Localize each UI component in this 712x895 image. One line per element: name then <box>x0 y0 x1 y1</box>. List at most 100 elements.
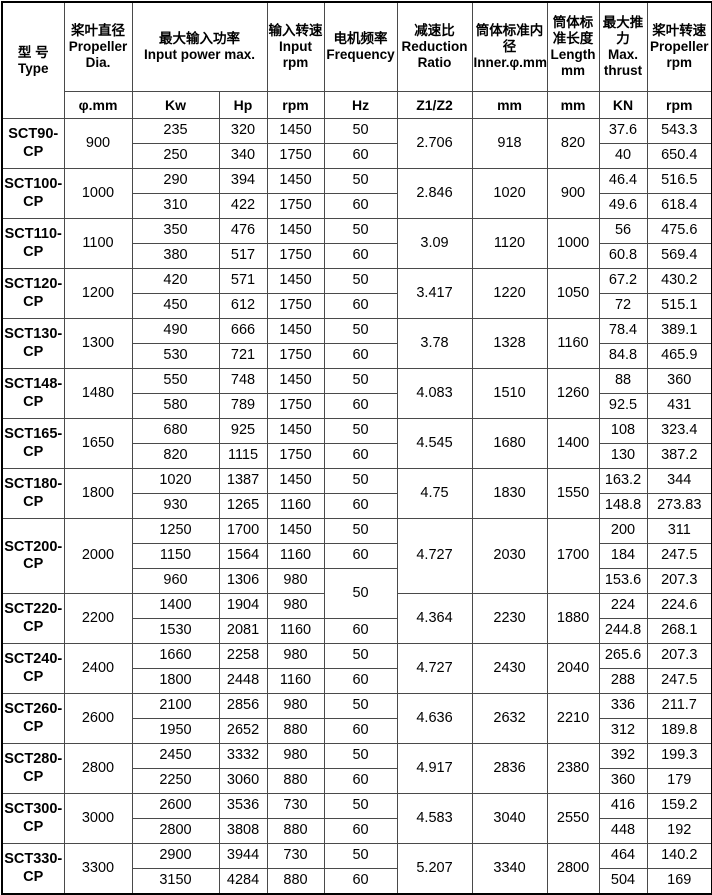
cell-input-rpm: 880 <box>266 768 325 794</box>
table-row: SCT260-CP 2600 2100 2856 980 50 4.636 2632 2210 3… <box>1 693 712 744</box>
cell-propeller-rpm: 430.2 <box>646 268 712 294</box>
table-row: SCT165-CP 1650 680 925 1450 50 4.545 1680 1400 10… <box>1 418 712 469</box>
cell-input-rpm: 880 <box>266 818 325 844</box>
cell-reduction-ratio: 3.09 <box>396 218 473 269</box>
cell-kw: 2600 <box>131 793 220 819</box>
cell-max-thrust: 312 <box>598 718 648 744</box>
table-row: SCT280-CP 2800 2450 3332 980 50 4.917 2836 2380 3… <box>1 743 712 794</box>
cell-propeller-dia: 2000 <box>63 518 133 594</box>
cell-propeller-rpm: 475.6 <box>646 218 712 244</box>
table-row: 2800 3808 880 60 448 192 <box>2 818 712 844</box>
cell-max-thrust: 448 <box>598 818 648 844</box>
header-propeller-dia-en: Propeller Dia. <box>68 39 128 70</box>
cell-propeller-rpm: 387.2 <box>646 443 712 469</box>
unit-ratio: Z1/Z2 <box>396 91 473 119</box>
cell-input-rpm: 730 <box>266 843 325 869</box>
table-header: 型 号 Type 桨叶直径 Propeller Dia. 最大输入功率 Inpu… <box>1 1 712 119</box>
cell-length: 1550 <box>546 468 600 519</box>
cell-type-sct120-cp: SCT120-CP <box>1 268 65 319</box>
cell-propeller-rpm: 569.4 <box>646 243 712 269</box>
cell-type-sct100-cp: SCT100-CP <box>1 168 65 219</box>
cell-propeller-dia: 1650 <box>63 418 133 469</box>
table-row: SCT200-CP 2000 1250 1700 1450 50 4.727 2030 1700… <box>1 518 712 594</box>
header-inner-dia: 筒体标准内径 Inner.φ.mm <box>471 1 548 92</box>
cell-hp: 3332 <box>218 743 268 769</box>
table-row: 310 422 1750 60 49.6 618.4 <box>2 193 712 219</box>
cell-reduction-ratio: 3.78 <box>396 318 473 369</box>
header-reduction-ratio-en: Reduction Ratio <box>401 39 468 70</box>
cell-max-thrust: 92.5 <box>598 393 648 419</box>
cell-max-thrust: 200 <box>598 518 648 544</box>
header-motor-frequency-en: Frequency <box>326 47 395 62</box>
cell-inner-dia: 1510 <box>471 368 548 419</box>
table-row: 2250 3060 880 60 360 179 <box>2 768 712 794</box>
cell-frequency: 50 <box>323 518 398 544</box>
cell-length: 1400 <box>546 418 600 469</box>
table-row: 530 721 1750 60 84.8 465.9 <box>2 343 712 369</box>
cell-inner-dia: 2030 <box>471 518 548 594</box>
cell-kw: 680 <box>131 418 220 444</box>
cell-type-sct260-cp: SCT260-CP <box>1 693 65 744</box>
table-row: SCT300-CP 3000 2600 3536 730 50 4.583 3040 2550 4… <box>1 793 712 844</box>
cell-input-rpm: 1450 <box>266 518 325 544</box>
cell-inner-dia: 1680 <box>471 418 548 469</box>
cell-frequency: 50 <box>323 568 398 619</box>
cell-inner-dia: 2430 <box>471 643 548 694</box>
cell-input-rpm: 1450 <box>266 468 325 494</box>
cell-hp: 1265 <box>218 493 268 519</box>
cell-max-thrust: 153.6 <box>598 568 648 594</box>
cell-reduction-ratio: 2.706 <box>396 118 473 169</box>
cell-kw: 550 <box>131 368 220 394</box>
cell-max-thrust: 163.2 <box>598 468 648 494</box>
cell-propeller-dia: 1200 <box>63 268 133 319</box>
cell-input-rpm: 1450 <box>266 268 325 294</box>
cell-inner-dia: 1020 <box>471 168 548 219</box>
cell-kw: 420 <box>131 268 220 294</box>
cell-propeller-rpm: 431 <box>646 393 712 419</box>
cell-reduction-ratio: 4.75 <box>396 468 473 519</box>
table-row: 1800 2448 1160 60 288 247.5 <box>2 668 712 694</box>
cell-kw: 380 <box>131 243 220 269</box>
cell-input-rpm: 880 <box>266 868 325 895</box>
cell-frequency: 60 <box>323 768 398 794</box>
table-row: SCT120-CP 1200 420 571 1450 50 3.417 1220 1050 67… <box>1 268 712 319</box>
header-inner-dia-en: Inner.φ.mm <box>473 54 547 70</box>
cell-length: 2040 <box>546 643 600 694</box>
cell-propeller-dia: 1100 <box>63 218 133 269</box>
header-length: 筒体标准长度 Length mm <box>546 1 600 92</box>
table-row: 960 1306 980 50 153.6 207.3 <box>2 568 712 619</box>
cell-inner-dia: 1120 <box>471 218 548 269</box>
cell-length: 2800 <box>546 843 600 895</box>
header-max-thrust-cn: 最大推力 <box>602 15 644 47</box>
unit-input-rpm: rpm <box>266 91 325 119</box>
cell-hp: 1564 <box>218 543 268 569</box>
cell-propeller-rpm: 344 <box>646 468 712 494</box>
cell-kw: 1800 <box>131 668 220 694</box>
cell-hp: 612 <box>218 293 268 319</box>
cell-hp: 2652 <box>218 718 268 744</box>
table-body: SCT90-CP 900 235 320 1450 50 2.706 918 820 37.6 54… <box>1 118 712 895</box>
header-type-cn: 型 号 <box>17 44 49 60</box>
table-row: SCT100-CP 1000 290 394 1450 50 2.846 1020 900 46.… <box>1 168 712 219</box>
cell-kw: 1400 <box>131 593 220 619</box>
header-motor-frequency: 电机频率 Frequency <box>323 1 398 92</box>
cell-frequency: 50 <box>323 643 398 669</box>
cell-kw: 2800 <box>131 818 220 844</box>
cell-max-thrust: 108 <box>598 418 648 444</box>
table-row: SCT220-CP 2200 1400 1904 980 4.364 2230 1880 224… <box>1 593 712 644</box>
cell-kw: 3150 <box>131 868 220 895</box>
cell-max-thrust: 360 <box>598 768 648 794</box>
cell-frequency: 60 <box>323 293 398 319</box>
cell-input-rpm: 880 <box>266 718 325 744</box>
cell-hp: 2258 <box>218 643 268 669</box>
cell-kw: 310 <box>131 193 220 219</box>
cell-input-rpm: 1750 <box>266 293 325 319</box>
cell-propeller-dia: 1480 <box>63 368 133 419</box>
cell-input-rpm: 1450 <box>266 418 325 444</box>
cell-frequency: 50 <box>323 118 398 144</box>
cell-frequency: 60 <box>323 393 398 419</box>
cell-propeller-rpm: 311 <box>646 518 712 544</box>
cell-input-rpm: 1750 <box>266 443 325 469</box>
cell-max-thrust: 56 <box>598 218 648 244</box>
cell-kw: 2900 <box>131 843 220 869</box>
